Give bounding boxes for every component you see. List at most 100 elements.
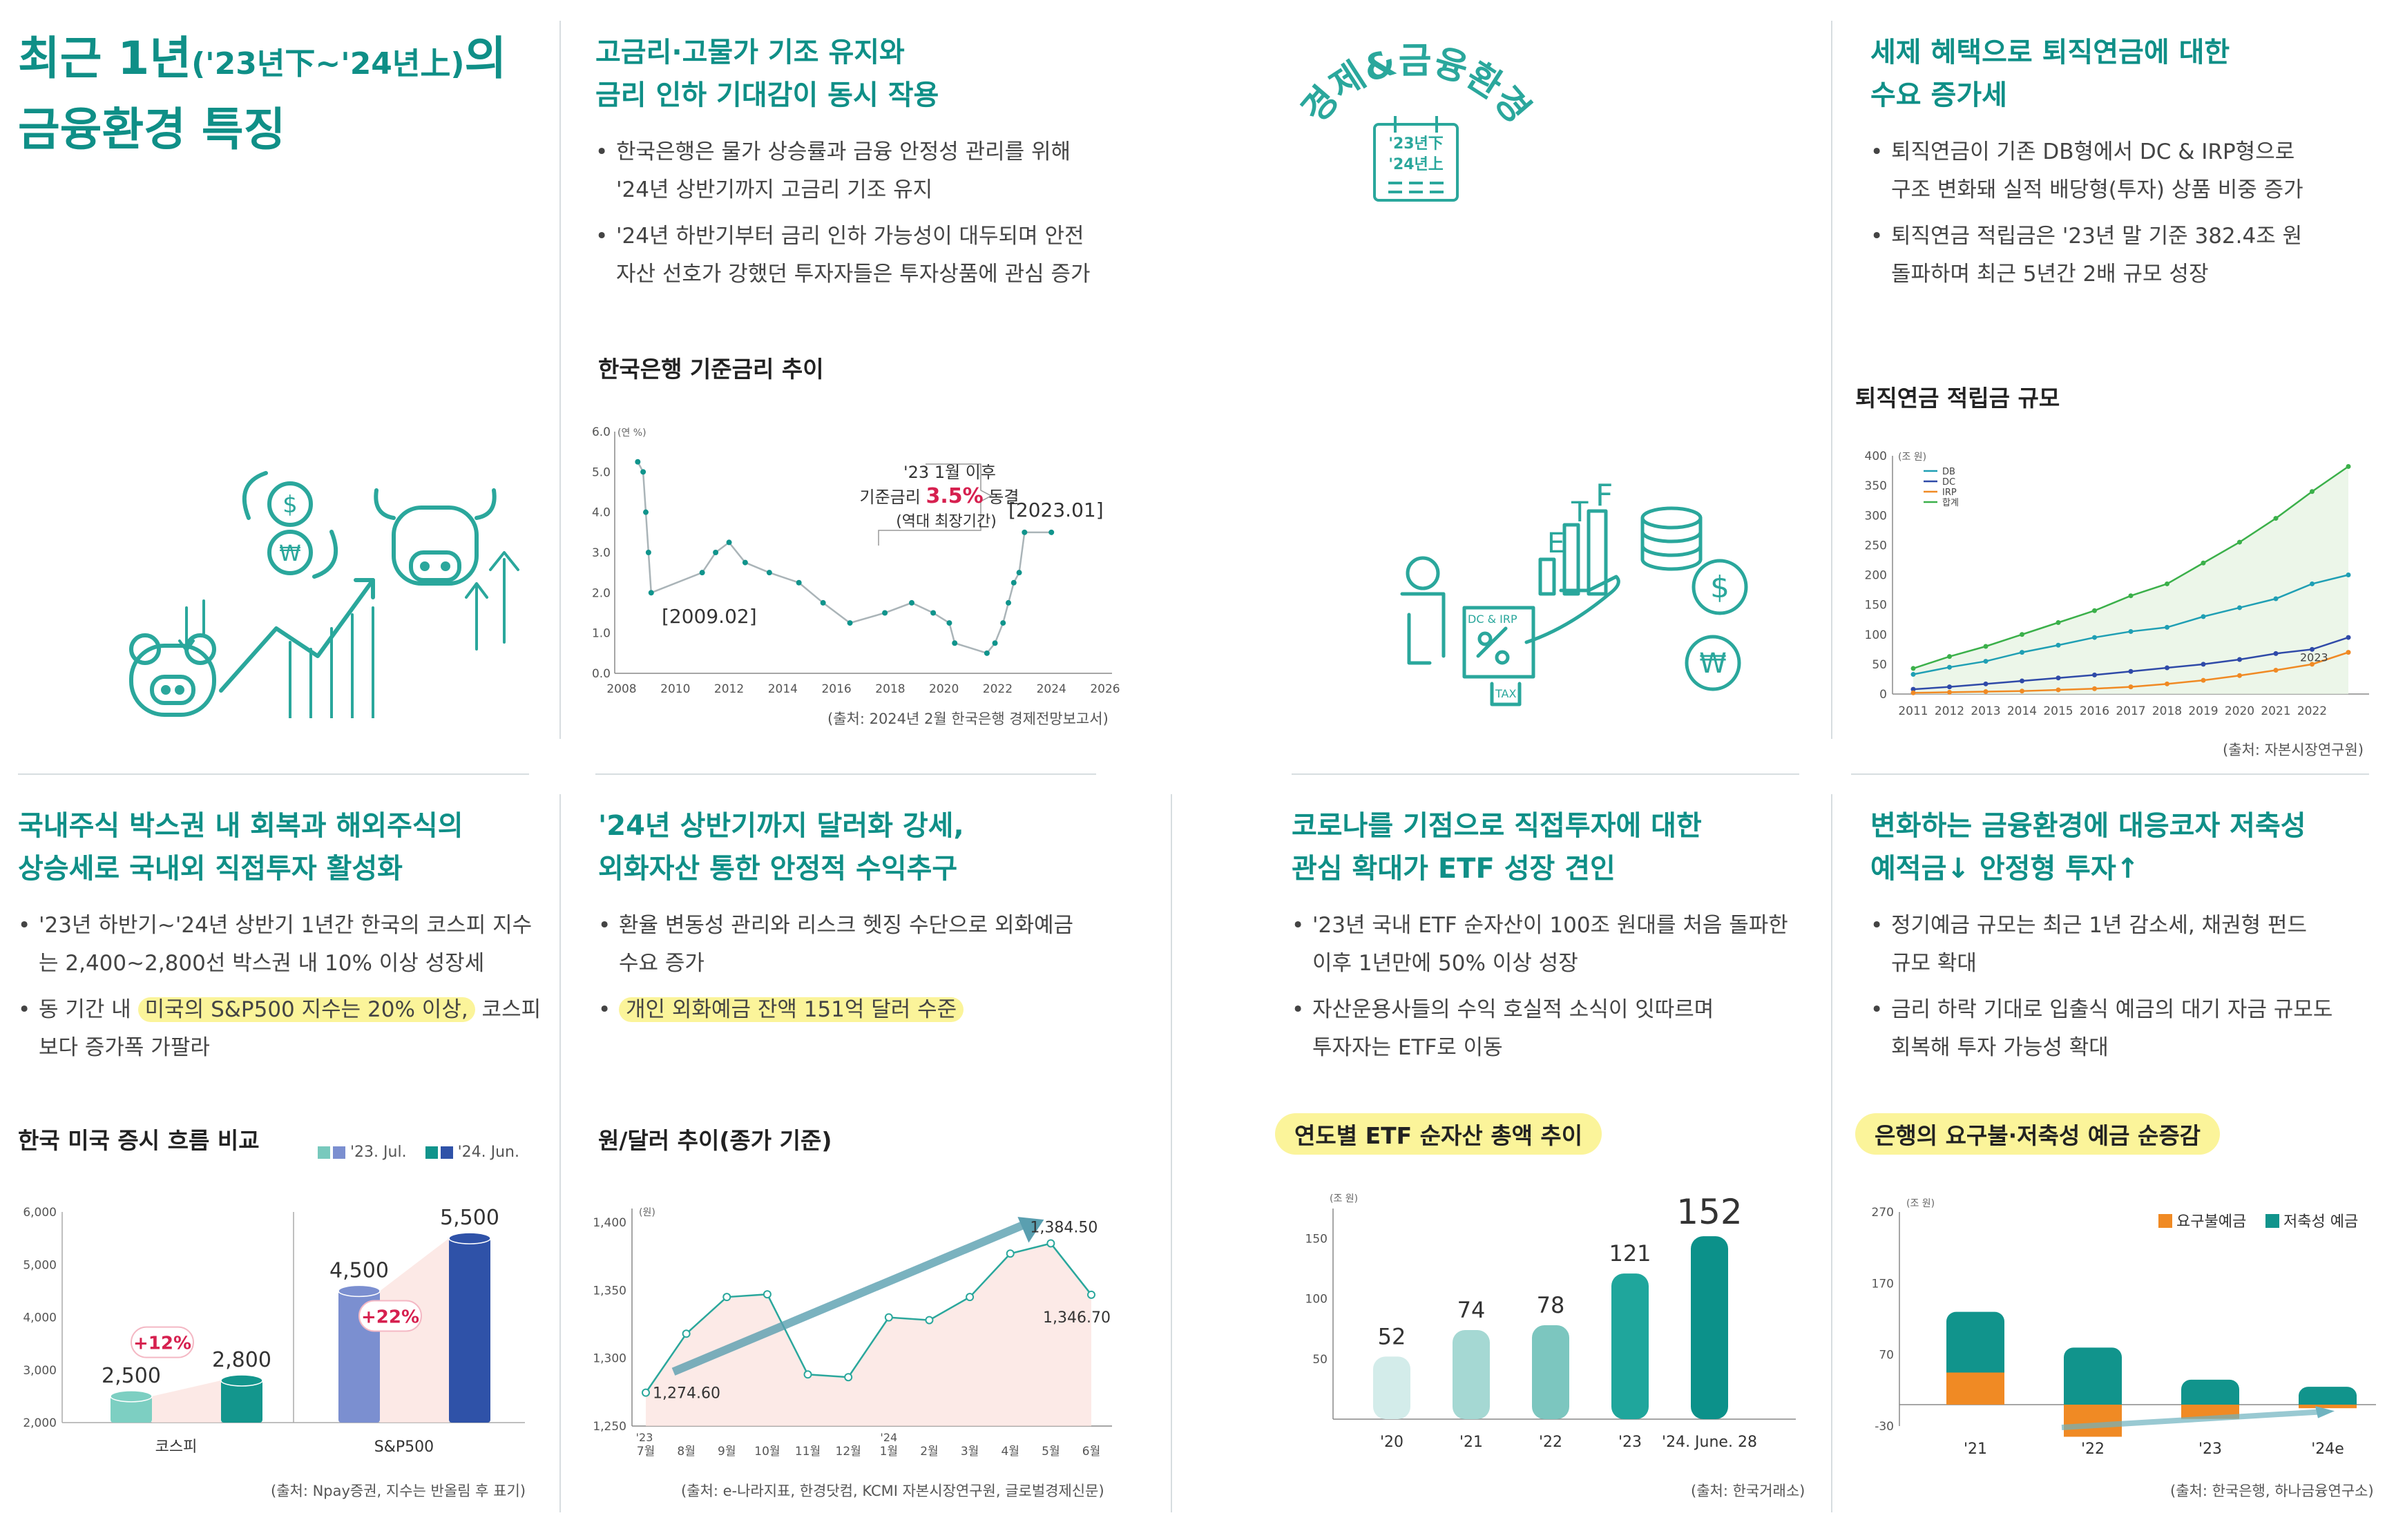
data-point	[2165, 665, 2169, 671]
series-line	[644, 1242, 1092, 1394]
x-tick-label: 2017	[2116, 704, 2145, 718]
data-point	[2237, 539, 2242, 545]
y-tick-label: 3.0	[592, 546, 611, 560]
data-point	[803, 1370, 812, 1379]
badge-cal-line2: '24년上	[1388, 156, 1444, 173]
data-point	[2092, 608, 2097, 613]
bar-savings-fill	[2064, 1395, 2122, 1405]
data-point	[699, 570, 705, 576]
data-point	[1910, 672, 1916, 677]
data-point	[1910, 686, 1916, 692]
annotation-label: [2023.01]	[1008, 499, 1104, 521]
x-tick-label: 2014	[2007, 704, 2037, 718]
data-point	[2273, 596, 2279, 601]
callout-text: '23 1월 이후	[903, 463, 996, 482]
x-tick-label: 2010	[660, 682, 690, 696]
data-point	[966, 1293, 975, 1302]
data-point	[984, 650, 990, 656]
legend-label: '23. Jul.	[350, 1144, 407, 1161]
x-tick-label: 2020	[2225, 704, 2254, 718]
area-fill	[646, 1243, 1091, 1426]
x-tick-label: 11월	[795, 1445, 821, 1459]
data-point	[952, 640, 958, 646]
area-total	[1913, 466, 2348, 694]
y-tick-label: 4.0	[592, 506, 611, 520]
dollar-symbol: $	[1710, 570, 1730, 605]
data-point	[1087, 1290, 1095, 1299]
data-point	[2092, 672, 2097, 677]
x-tick-label: 1월	[880, 1445, 898, 1459]
won-symbol: ₩	[279, 540, 301, 566]
etf-illustration: E T F DC & IRP TAX $ ₩	[1400, 478, 1748, 706]
bar-3	[1611, 1273, 1649, 1419]
data-point	[2346, 650, 2351, 655]
change-label: +22%	[361, 1307, 419, 1328]
data-point	[1006, 1249, 1015, 1258]
x-tick-label: '23	[1618, 1434, 1642, 1451]
chart-title: 연도별 ETF 순자산 총액 추이	[1275, 1113, 1602, 1155]
chart-title: 한국은행 기준금리 추이	[598, 356, 824, 383]
y-tick-label: 400	[1865, 450, 1887, 463]
y-tick-label: 300	[1865, 509, 1887, 523]
y-unit-label: (연 %)	[617, 427, 646, 439]
data-label: 5,500	[440, 1206, 499, 1230]
legend-label: 합계	[1942, 498, 1959, 508]
y-tick-label: 270	[1872, 1206, 1894, 1220]
data-label: 1,384.50	[1030, 1219, 1098, 1236]
highlight: 미국의 S&P500 지수는 20% 이상,	[137, 997, 475, 1022]
divider	[559, 794, 561, 1512]
section-heading: 코로나를 기점으로 직접투자에 대한 관심 확대가 ETF 성장 견인	[1292, 810, 1702, 885]
trend-arrow	[671, 1221, 1025, 1376]
data-point	[2056, 675, 2061, 681]
data-point	[726, 539, 732, 546]
data-point	[2310, 662, 2315, 667]
etf-letter-f: F	[1596, 478, 1613, 513]
legend-label: IRP	[1942, 488, 1957, 498]
list-item: 개인 외화예금 잔액 151억 달러 수준	[598, 991, 1151, 1029]
data-point	[2165, 581, 2169, 586]
bar-cap	[448, 1232, 491, 1244]
x-tick-label: 12월	[836, 1445, 861, 1459]
data-point	[1947, 664, 1952, 670]
x-tick-label: 코스피	[155, 1438, 198, 1456]
x-tick-label: 2월	[920, 1445, 938, 1459]
x-tick-label: 6월	[1082, 1445, 1100, 1459]
data-point	[1000, 620, 1006, 626]
divider	[1292, 773, 1799, 775]
bar-savings-0	[1946, 1311, 2004, 1373]
data-point	[930, 610, 937, 616]
x-tick-label: 2022	[983, 682, 1013, 696]
y-tick-label: 50	[1312, 1353, 1328, 1367]
data-point	[645, 550, 651, 555]
x-tick-label: '24e	[2311, 1441, 2344, 1458]
section-stock: 국내주식 박스권 내 회복과 해외주식의 상승세로 국내외 직접투자 활성화 '…	[18, 805, 550, 1075]
y-tick-label: 1,250	[593, 1420, 626, 1434]
data-point	[2201, 662, 2206, 667]
data-point	[1947, 689, 1952, 695]
x-tick-label: S&P500	[374, 1438, 434, 1456]
stock-chart: 2,000 3,000 4,000 5,000 6,000 2,500 2,800 코스피 +1…	[23, 1206, 525, 1456]
won-coin-icon	[267, 530, 313, 575]
data-label: 1,274.60	[653, 1385, 720, 1403]
data-point	[1006, 599, 1011, 606]
callout-frame	[878, 463, 993, 546]
data-point	[2273, 651, 2279, 656]
bar-cap	[220, 1374, 263, 1387]
etf-letter-e: E	[1547, 528, 1564, 559]
data-point	[1016, 570, 1022, 576]
callout-text: (역대 최장기간)	[896, 513, 997, 530]
callout-text: 기준금리 3.5% 동결	[860, 484, 1019, 508]
series-line	[637, 461, 1052, 655]
base-rate-chart: 0.0 1.0 2.0 3.0 4.0 5.0 6.0 (연 %) 2008 2010 2012 20…	[592, 425, 1120, 696]
y-unit-label: (조 원)	[1898, 452, 1926, 463]
data-label: 4,500	[329, 1258, 389, 1282]
x-tick-label: '24. June. 28	[1662, 1434, 1757, 1451]
divider	[1851, 773, 2369, 775]
data-point	[635, 459, 641, 465]
